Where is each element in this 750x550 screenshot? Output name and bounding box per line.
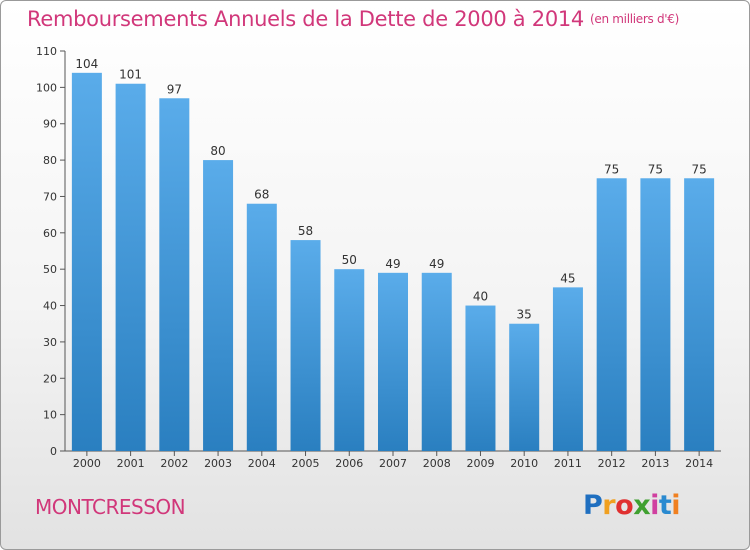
x-tick-label: 2009 [466, 457, 494, 470]
axes: 0 10 20 30 40 50 60 70 80 90 100 110 2000 2001 2002 200… [36, 45, 721, 470]
y-tick-label: 0 [50, 445, 57, 458]
y-tick-label: 50 [43, 263, 57, 276]
logo-letter: i [671, 490, 681, 521]
bar [378, 272, 408, 451]
bar-value-label: 49 [429, 257, 444, 271]
logo-letter: r [602, 490, 616, 521]
logo-letter: x [633, 490, 651, 521]
x-tick-label: 2013 [641, 457, 669, 470]
x-tick-label: 2014 [685, 457, 713, 470]
bar-value-label: 75 [648, 162, 663, 176]
bar [71, 72, 102, 452]
x-tick-label: 2000 [73, 457, 101, 470]
bar-value-label: 40 [473, 290, 488, 304]
proxiti-logo: Proxiti [583, 490, 681, 521]
y-tick-label: 60 [43, 227, 57, 240]
y-tick-label: 40 [43, 300, 57, 313]
y-tick-label: 30 [43, 336, 57, 349]
bar [465, 305, 496, 451]
bar [159, 98, 190, 451]
bar-value-label: 75 [604, 162, 619, 176]
bar-value-label: 35 [517, 308, 532, 322]
x-tick-label: 2005 [292, 457, 320, 470]
commune-name: MONTCRESSON [35, 495, 186, 519]
bar [640, 178, 671, 452]
logo-letter: i [650, 490, 659, 521]
y-tick-label: 70 [43, 190, 57, 203]
logo-letter: t [658, 490, 672, 521]
bar [246, 203, 277, 451]
bar-value-label: 97 [167, 82, 182, 96]
title-unit: (en milliers d'€) [590, 12, 680, 26]
bar-value-label: 58 [298, 224, 313, 238]
bar [421, 272, 452, 451]
title-main: Remboursements Annuels de la Dette de 20… [27, 7, 584, 31]
y-tick-label: 90 [43, 118, 57, 131]
x-tick-label: 2007 [379, 457, 407, 470]
logo-letter: o [615, 490, 634, 521]
bar-value-label: 80 [210, 144, 225, 158]
bar-value-label: 49 [385, 257, 400, 271]
x-tick-label: 2003 [204, 457, 232, 470]
x-tick-label: 2004 [248, 457, 276, 470]
bar [596, 178, 627, 452]
x-tick-label: 2001 [117, 457, 145, 470]
x-tick-label: 2012 [598, 457, 626, 470]
bar-value-label: 104 [75, 57, 98, 71]
chart-title: Remboursements Annuels de la Dette de 20… [27, 7, 679, 31]
bar [290, 240, 321, 451]
bar [552, 287, 583, 451]
x-tick-label: 2002 [160, 457, 188, 470]
x-tick-label: 2010 [510, 457, 538, 470]
bar [115, 83, 146, 452]
bar [203, 160, 234, 451]
bar [509, 323, 540, 451]
bar [334, 269, 365, 451]
logo-letter: P [583, 490, 603, 521]
bar-value-label: 101 [119, 68, 142, 82]
bar-value-label: 68 [254, 188, 269, 202]
y-tick-label: 110 [36, 45, 57, 58]
bars [71, 72, 715, 452]
bar-value-label: 75 [691, 162, 706, 176]
bar-value-label: 45 [560, 271, 575, 285]
x-tick-label: 2006 [335, 457, 363, 470]
bar-value-label: 50 [342, 253, 357, 267]
x-tick-label: 2011 [554, 457, 582, 470]
y-tick-label: 100 [36, 81, 57, 94]
y-tick-label: 80 [43, 154, 57, 167]
y-tick-label: 20 [43, 372, 57, 385]
y-tick-label: 10 [43, 409, 57, 422]
bar-value-labels: 104 101 97 80 68 58 50 49 49 40 35 45 75 75 75 [75, 57, 706, 322]
bar [684, 178, 715, 452]
x-tick-label: 2008 [423, 457, 451, 470]
